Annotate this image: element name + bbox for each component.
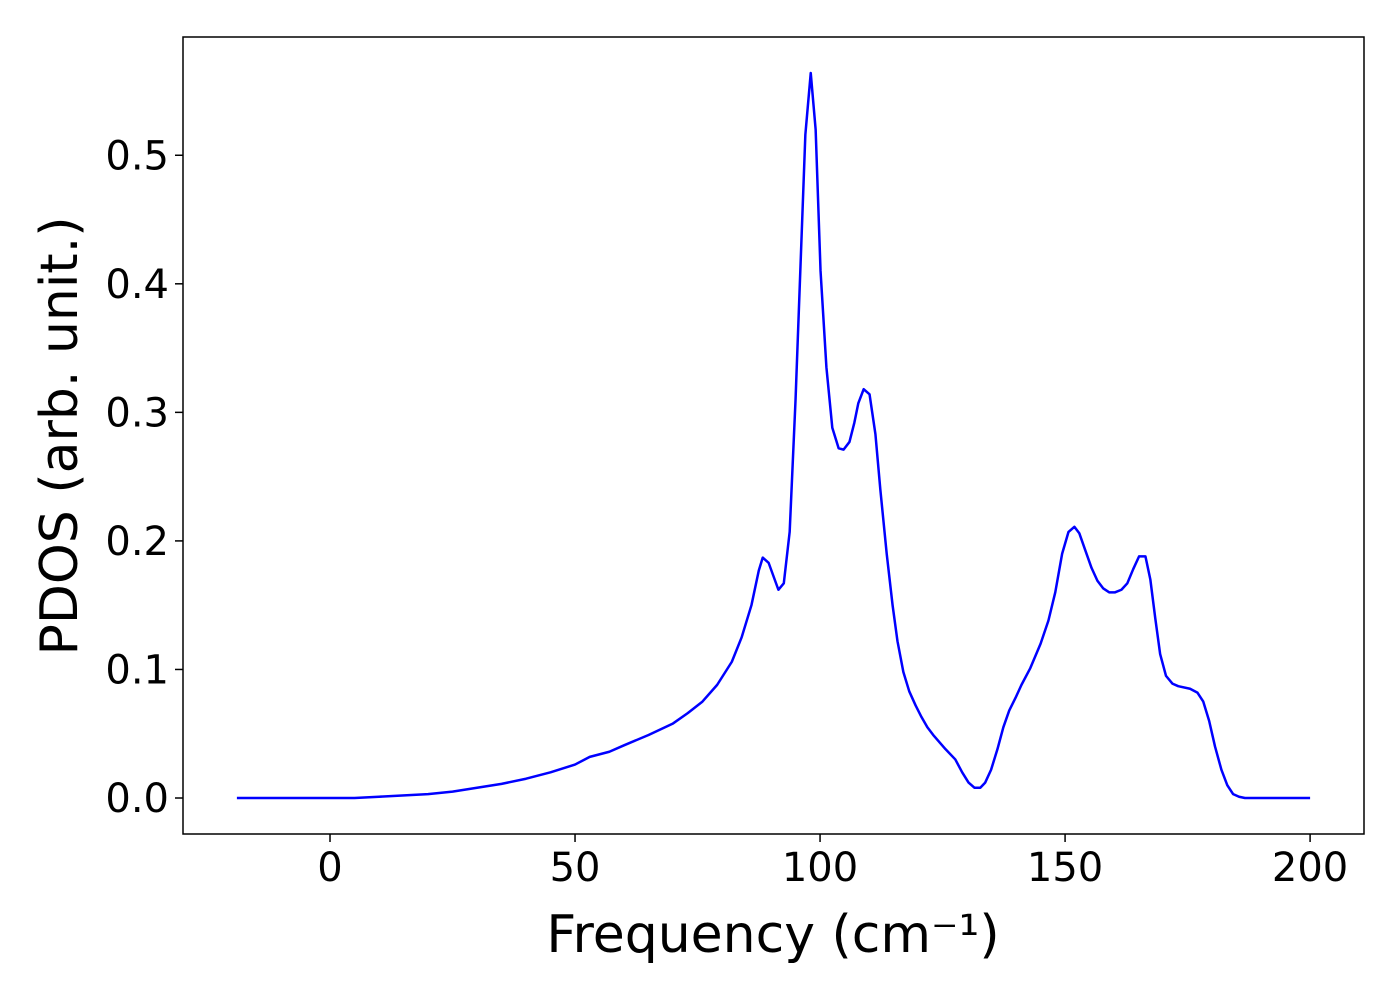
y-tick-label: 0.4 — [105, 262, 169, 308]
y-tick-label: 0.2 — [105, 519, 169, 565]
x-tick-label: 100 — [782, 845, 858, 891]
y-axis-label: PDOS (arb. unit.) — [30, 216, 90, 655]
x-tick-label: 50 — [550, 845, 601, 891]
y-tick-label: 0.0 — [105, 776, 169, 822]
x-axis-label: Frequency (cm⁻¹) — [546, 905, 999, 965]
x-tick-label: 0 — [317, 845, 342, 891]
x-tick-label: 200 — [1272, 845, 1348, 891]
plot-frame — [182, 36, 1365, 835]
y-tick-label: 0.5 — [105, 133, 169, 179]
x-tick-label: 150 — [1027, 845, 1103, 891]
line-series — [236, 71, 1311, 800]
y-tick-label: 0.3 — [105, 390, 169, 436]
y-tick-label: 0.1 — [105, 647, 169, 693]
